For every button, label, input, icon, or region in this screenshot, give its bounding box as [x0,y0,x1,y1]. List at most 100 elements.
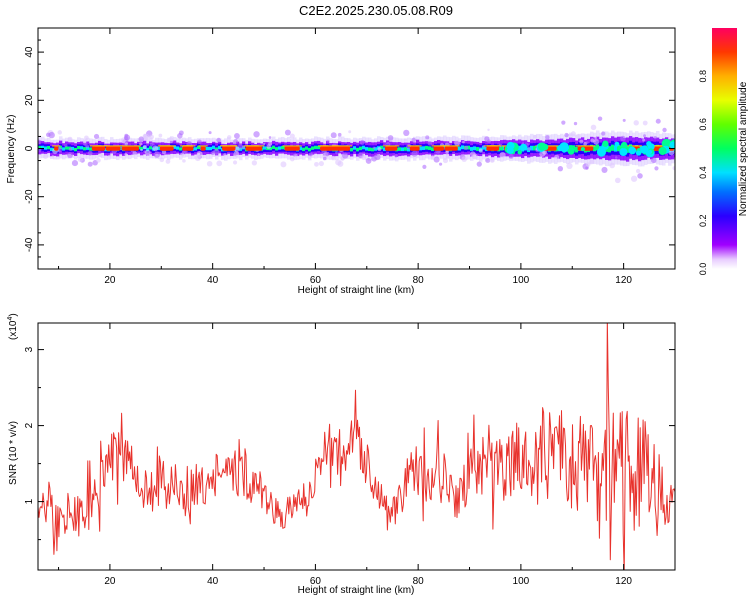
heatmap-speck [633,120,639,126]
heatmap-speck [422,164,427,169]
heatmap-core [119,146,123,151]
y-tick-label: 20 [24,94,35,106]
spectrogram-axes: 20 40 60 80 100 120 -40 -20 0 20 40 [24,28,675,286]
heatmap-speck [233,139,239,144]
x-tick-label: 120 [615,576,632,587]
snr-frame [37,322,676,571]
heatmap-peak-edge [157,145,176,147]
heatmap-speck [85,144,90,149]
heatmap-speck [585,141,589,144]
heatmap-core [608,146,612,153]
heatmap-core [356,147,360,152]
snr-series-line [38,323,675,570]
heatmap-core [65,146,69,150]
heatmap-speck [64,143,68,148]
heatmap-speck [96,157,101,163]
heatmap-core [317,145,321,150]
heatmap-blob [669,141,675,149]
heatmap-speck [43,153,49,159]
heatmap-peak [105,146,121,151]
heatmap-speck [387,135,394,141]
heatmap-speck [478,148,483,153]
heatmap-peak [222,146,236,151]
x-tick-label: 60 [310,275,322,286]
x-tick-label: 60 [310,576,322,587]
heatmap-core [149,146,153,150]
heatmap-speck [348,130,352,134]
heatmap-peak-edge [243,145,259,147]
heatmap-core [74,147,78,152]
heatmap-peak [444,146,458,151]
heatmap-speck [149,134,154,140]
heatmap-peak-edge [442,145,460,147]
heatmap-peak-edge [501,145,511,147]
heatmap-speck [462,140,465,144]
figure-title: C2E2.2025.230.05.08.R09 [299,3,453,18]
heatmap-speck [51,155,55,158]
heatmap-speck [83,142,87,146]
heatmap-peak [97,146,106,151]
heatmap-speck [561,120,566,125]
heatmap-speck [464,145,469,150]
y-tick-label: 3 [24,346,35,352]
heatmap-speck [280,161,287,168]
heatmap-core [353,146,357,150]
heatmap-speck [597,116,603,121]
heatmap-speck [46,132,51,138]
heatmap-speck [268,141,273,146]
heatmap-speck [614,177,621,184]
heatmap-speck [337,160,344,167]
heatmap-core [626,146,630,153]
heatmap-blob [580,147,586,152]
heatmap-core [299,146,303,151]
heatmap-peak [384,146,398,151]
heatmap-speck [361,155,367,161]
heatmap-speck [124,142,129,146]
heatmap-speck [609,162,616,169]
heatmap-peak-edge [52,145,61,147]
x-tick-label: 120 [615,275,632,286]
heatmap-speck [268,136,272,139]
snr-ylabel: SNR (10 * v/v) [8,421,19,485]
heatmap-speck [489,158,495,163]
heatmap-blob [567,147,575,155]
heatmap-peak [577,146,594,151]
y-tick-label: 1 [24,498,35,504]
heatmap-core [365,147,369,151]
heatmap-core [596,144,600,151]
heatmap-speck [93,133,100,140]
heatmap-peak-edge [332,145,353,147]
x-tick-label: 80 [413,275,425,286]
heatmap-speck [77,156,83,163]
heatmap-peak-edge [382,145,400,147]
heatmap-peak [334,146,351,151]
heatmap-speck [83,139,87,144]
heatmap-blob [620,141,628,149]
heatmap-speck [484,136,490,142]
heatmap-core [572,145,576,151]
heatmap-speck [425,135,430,140]
heatmap-blob [619,147,628,157]
heatmap-speck [637,173,643,179]
heatmap-speck [585,162,591,167]
heatmap-speck [153,151,161,158]
heatmap-speck [323,156,327,161]
spectrogram-ylabel: Frequency (Hz) [6,115,17,184]
heatmap-core [176,146,180,150]
heatmap-peak [121,146,140,151]
heatmap-peak [409,146,420,151]
heatmap-speck [527,147,531,151]
heatmap-speck [177,133,183,139]
heatmap-core [80,146,84,150]
heatmap-peak-edge [220,145,238,147]
heatmap-speck [533,134,537,139]
colorbar-tick-label: 0.2 [698,215,708,228]
heatmap-speck [262,142,266,146]
heatmap-peak [284,146,300,151]
heatmap-speck [341,152,349,159]
heatmap-core [362,145,366,150]
heatmap-speck [573,121,578,126]
heatmap-peak [486,146,499,151]
heatmap-core [281,146,285,150]
heatmap-speck [132,151,137,156]
